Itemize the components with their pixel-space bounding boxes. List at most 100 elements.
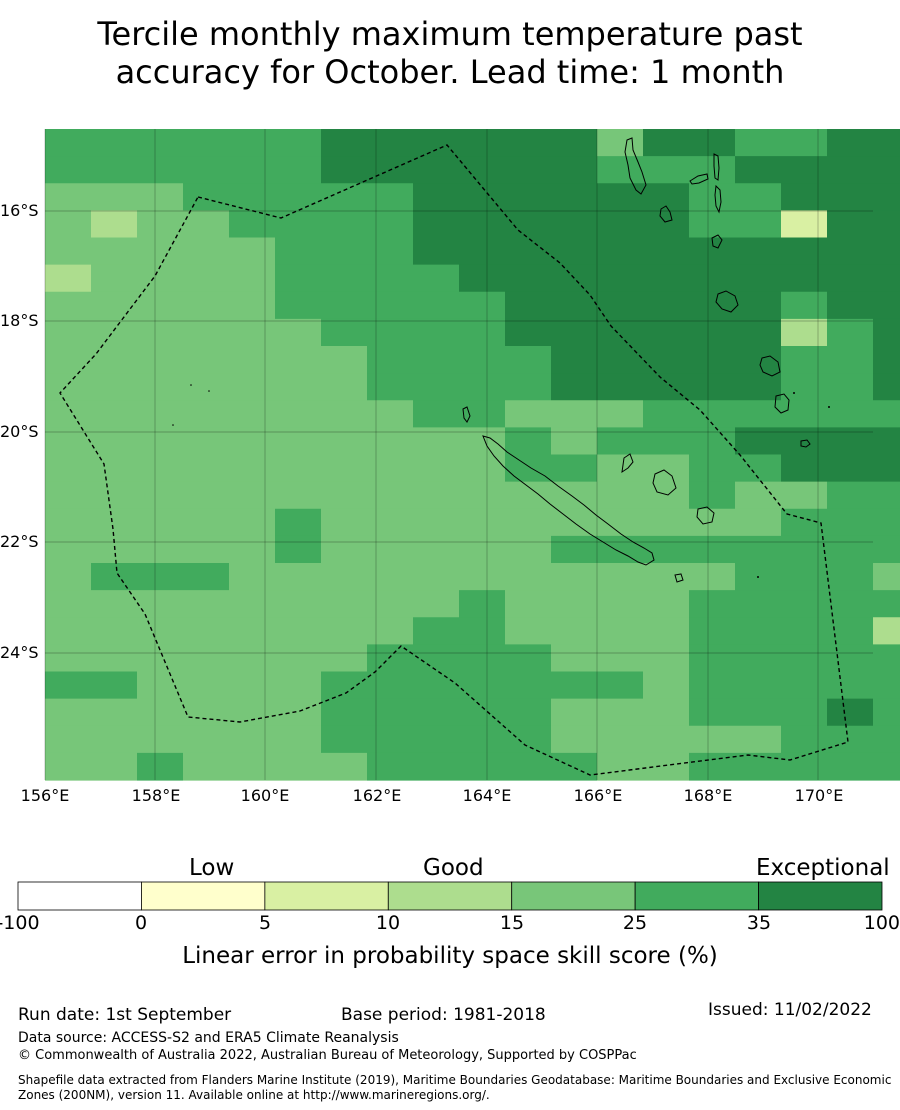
ouvea-island [621,453,634,474]
grid-cell [229,590,275,618]
grid-cell [183,644,229,673]
belep-island [462,406,471,423]
grid-cell [459,752,505,781]
land-outlines [172,137,830,583]
grid-cell [91,183,137,211]
grid-cell [643,590,689,618]
grid-cell [229,752,275,781]
grid-cell [781,129,827,157]
erromango-island [759,355,781,377]
eez-boundary-dashed-line [59,144,849,776]
grid-cell [781,617,827,645]
grid-cell [367,563,413,591]
colorbar-tick: 100 [863,912,900,934]
grid-cell [183,590,229,618]
grid-cell [91,264,137,293]
chart-title-line-1: Tercile monthly maximum temperature past [97,15,803,53]
grid-cell [643,644,689,673]
espiritu-santo-island [624,137,647,195]
grid-cell [873,752,900,781]
grid-cell [413,671,459,700]
legend-category-good: Good [423,855,484,881]
grid-cell [367,427,413,456]
grid-cell [551,373,597,401]
grid-cell [689,644,735,673]
grid-cell [505,617,551,645]
grid-cell [505,698,551,727]
grid-cell [551,427,597,456]
grid-cell [505,373,551,401]
data-source: Data source: ACCESS-S2 and ERA5 Climate … [18,1030,399,1046]
grid-cell [91,373,137,401]
grid-cell [827,617,873,645]
grid-cell [459,725,505,754]
grid-cell [459,237,505,266]
grid-cell [597,291,643,320]
grid-cell [183,535,229,564]
grid-cell [229,346,275,374]
grid-cell [689,318,735,347]
grid-cell [413,644,459,673]
grid-cell [597,563,643,591]
grid-cell [689,210,735,239]
grid-cell [91,481,137,510]
grid-cell [45,264,91,293]
grid-cell [275,698,321,727]
grid-cell [413,508,459,537]
colorbar-tick: 25 [622,912,648,934]
lon-label-168: 168°E [683,786,733,805]
grid-cell [321,373,367,401]
grid-cell [505,156,551,184]
grid-cell [91,237,137,266]
grid-cell [459,535,505,564]
grid-cell [827,508,873,537]
grid-cell [367,671,413,700]
colorbar-segment [387,881,513,911]
colorbar-segment [264,881,389,911]
colorbar-tick: 35 [746,912,772,934]
tanna-island [774,393,790,414]
grid-cell [45,617,91,645]
grid-cell [505,291,551,320]
grid-cell [367,725,413,754]
grid-cell [505,237,551,266]
grid-cell [597,129,643,157]
grid-cell [275,644,321,673]
grid-cell [459,508,505,537]
grid-cell [137,237,183,266]
grid-cell [827,671,873,700]
grid-cell [827,752,873,781]
grid-cell [321,671,367,700]
ambae-island [689,173,709,185]
base-period: Base period: 1981-2018 [341,1005,546,1025]
efate-island [715,290,739,313]
grid-cell [413,590,459,618]
grid-cell [551,291,597,320]
grid-cell [413,481,459,510]
grid-cell [873,318,900,347]
grid-cell [321,481,367,510]
grid-cell [597,590,643,618]
grid-cell [781,671,827,700]
grid-cell [137,183,183,211]
grid-cell [827,590,873,618]
grid-cell [413,346,459,374]
colorbar-tick: 5 [258,912,272,934]
grid-cell [275,183,321,211]
grid-cell [505,725,551,754]
grid-cell [689,508,735,537]
grid-cell [689,237,735,266]
grid-cell [183,183,229,211]
legend-category-exceptional: Exceptional [756,855,890,881]
grid-cell [459,644,505,673]
grid-cell [137,698,183,727]
grid-cell [873,481,900,510]
grid-cell [275,481,321,510]
grid-cell [873,373,900,401]
grid-cell [689,563,735,591]
grid-cell [505,590,551,618]
grid-cell [735,373,781,401]
grid-cell [781,427,827,456]
grid-cell [183,563,229,591]
grid-cell [735,752,781,781]
